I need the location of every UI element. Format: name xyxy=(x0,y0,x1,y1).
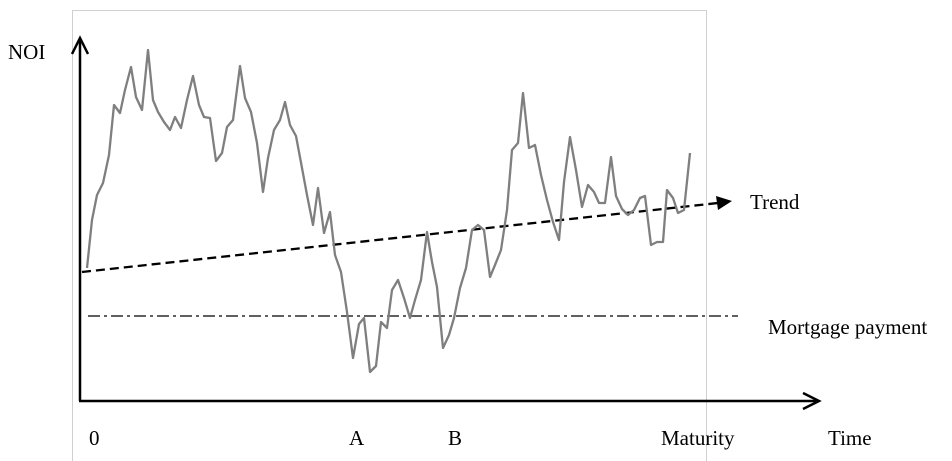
frame xyxy=(72,10,707,461)
mortgage-label: Mortgage payment xyxy=(768,315,927,339)
x-axis-arrow xyxy=(802,391,822,411)
noi-line xyxy=(85,48,692,374)
y-axis-label: NOI xyxy=(8,40,45,64)
x-marker: Maturity xyxy=(661,426,735,450)
x-marker: A xyxy=(349,426,365,450)
trend-line xyxy=(81,201,719,274)
y-axis-arrow xyxy=(70,35,90,55)
trend-label: Trend xyxy=(750,190,800,214)
trend-arrow xyxy=(716,196,732,210)
x-axis-label: Time xyxy=(828,426,872,450)
x-marker: B xyxy=(448,426,462,450)
x-marker: 0 xyxy=(89,426,100,450)
